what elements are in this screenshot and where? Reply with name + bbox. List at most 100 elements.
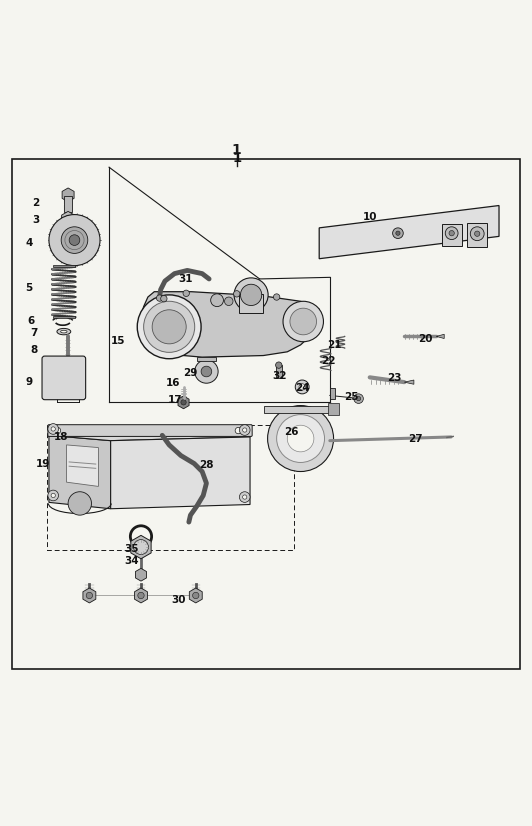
Bar xyxy=(264,406,337,413)
Polygon shape xyxy=(66,445,98,487)
Circle shape xyxy=(475,231,480,236)
Circle shape xyxy=(152,310,186,344)
FancyBboxPatch shape xyxy=(42,356,86,400)
Circle shape xyxy=(299,384,305,390)
Circle shape xyxy=(51,427,55,431)
Circle shape xyxy=(290,308,317,335)
Text: 15: 15 xyxy=(111,336,126,346)
Text: 3: 3 xyxy=(32,216,40,225)
Polygon shape xyxy=(83,588,96,603)
Polygon shape xyxy=(49,435,111,509)
Circle shape xyxy=(287,425,314,452)
Circle shape xyxy=(69,235,80,245)
Circle shape xyxy=(68,491,92,515)
Circle shape xyxy=(445,227,458,240)
Circle shape xyxy=(268,406,334,472)
Ellipse shape xyxy=(57,329,71,335)
Polygon shape xyxy=(131,535,151,558)
Bar xyxy=(276,365,282,378)
Text: 16: 16 xyxy=(165,378,180,388)
Polygon shape xyxy=(404,380,414,384)
Circle shape xyxy=(239,491,250,502)
Text: 25: 25 xyxy=(344,392,359,402)
Text: 26: 26 xyxy=(284,426,299,437)
Text: 24: 24 xyxy=(295,383,310,393)
Circle shape xyxy=(65,216,71,222)
Text: 32: 32 xyxy=(272,371,287,381)
Circle shape xyxy=(138,592,144,599)
Text: 17: 17 xyxy=(168,395,183,405)
Text: 27: 27 xyxy=(408,434,422,444)
Circle shape xyxy=(54,427,61,434)
Circle shape xyxy=(49,215,100,266)
Text: 1: 1 xyxy=(232,143,242,157)
Bar xyxy=(53,265,75,268)
Circle shape xyxy=(195,360,218,383)
Circle shape xyxy=(239,425,250,435)
Circle shape xyxy=(470,227,484,240)
Circle shape xyxy=(183,290,189,297)
Polygon shape xyxy=(319,206,499,259)
Polygon shape xyxy=(62,188,74,202)
Circle shape xyxy=(356,396,361,401)
Ellipse shape xyxy=(61,330,67,333)
Circle shape xyxy=(276,362,282,368)
Circle shape xyxy=(243,495,247,499)
Text: 21: 21 xyxy=(327,340,342,350)
Circle shape xyxy=(48,424,59,434)
Polygon shape xyxy=(141,292,319,357)
Text: 10: 10 xyxy=(362,212,377,222)
Circle shape xyxy=(144,301,195,353)
Circle shape xyxy=(61,227,88,254)
Bar xyxy=(197,357,216,361)
Circle shape xyxy=(234,278,268,312)
Circle shape xyxy=(283,301,323,342)
Text: 18: 18 xyxy=(54,432,69,442)
Text: 35: 35 xyxy=(124,544,139,553)
Text: 6: 6 xyxy=(27,316,35,326)
Circle shape xyxy=(134,539,148,554)
Text: 4: 4 xyxy=(26,238,33,248)
Text: 8: 8 xyxy=(30,345,37,355)
Polygon shape xyxy=(436,335,444,339)
Polygon shape xyxy=(62,211,74,226)
Circle shape xyxy=(235,427,242,434)
Bar xyxy=(64,196,72,212)
Circle shape xyxy=(295,380,309,394)
Circle shape xyxy=(225,297,233,306)
Circle shape xyxy=(273,294,280,300)
Text: 9: 9 xyxy=(26,377,33,387)
Polygon shape xyxy=(178,396,189,409)
Text: 29: 29 xyxy=(183,368,198,378)
Text: 30: 30 xyxy=(171,596,186,605)
Text: 31: 31 xyxy=(178,274,193,284)
Polygon shape xyxy=(136,568,146,582)
Text: 2: 2 xyxy=(32,198,40,208)
Bar xyxy=(328,403,339,415)
Bar xyxy=(442,224,462,246)
Text: 19: 19 xyxy=(35,458,50,468)
Text: 28: 28 xyxy=(199,460,214,470)
Bar xyxy=(330,388,335,399)
Polygon shape xyxy=(111,437,250,509)
Circle shape xyxy=(201,366,212,377)
Bar xyxy=(467,222,487,247)
Circle shape xyxy=(193,592,199,599)
Text: 1: 1 xyxy=(232,152,242,165)
Circle shape xyxy=(211,294,223,306)
Circle shape xyxy=(51,493,55,497)
Circle shape xyxy=(156,295,163,301)
Text: 22: 22 xyxy=(321,356,336,366)
Polygon shape xyxy=(189,588,202,603)
Text: 5: 5 xyxy=(26,283,33,293)
Text: 34: 34 xyxy=(124,556,139,566)
Circle shape xyxy=(181,400,186,405)
Bar xyxy=(239,294,263,313)
Circle shape xyxy=(161,296,167,301)
Circle shape xyxy=(240,284,262,306)
Circle shape xyxy=(354,394,363,403)
Circle shape xyxy=(393,228,403,239)
Bar xyxy=(53,316,75,318)
Circle shape xyxy=(396,231,400,235)
Circle shape xyxy=(243,428,247,432)
